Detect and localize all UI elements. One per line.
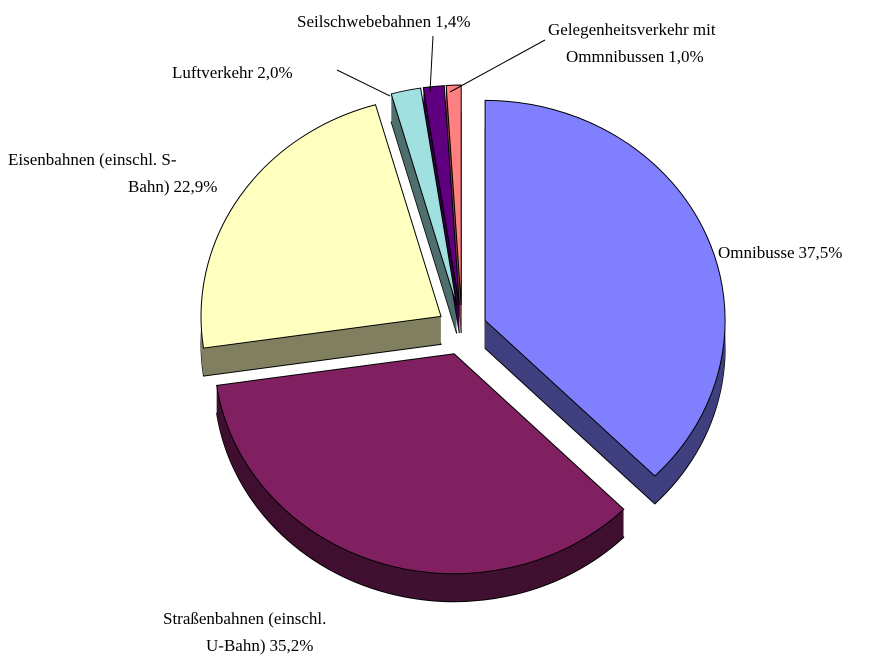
slice-label: Seilschwebebahnen 1,4%: [297, 12, 471, 31]
leader-line: [449, 39, 546, 93]
value-label: 35,2%: [269, 636, 313, 655]
value-label: 22,9%: [174, 177, 218, 196]
category-label: Eisenbahnen (einschl. S- Bahn): [8, 150, 177, 196]
slice-label: Luftverkehr 2,0%: [172, 63, 293, 82]
label-line: Omnibusse: [718, 243, 795, 262]
slice: [484, 99, 726, 477]
category-label: Omnibusse: [718, 243, 795, 262]
label-line: Ommnibussen: [566, 47, 665, 66]
label-line: Seilschwebebahnen: [297, 12, 432, 31]
label-line: U-Bahn): [206, 636, 265, 655]
label-line: Straßenbahnen (einschl.: [163, 609, 326, 628]
category-label: Gelegenheitsverkehr mit Ommnibussen: [548, 20, 716, 66]
category-label: Luftverkehr: [172, 63, 254, 82]
category-label: Straßenbahnen (einschl. U-Bahn): [163, 609, 326, 655]
slice-label: Gelegenheitsverkehr mit Ommnibussen 1,0%: [548, 20, 716, 66]
slice-label: Straßenbahnen (einschl. U-Bahn) 35,2%: [163, 609, 326, 655]
slice: [200, 104, 442, 349]
label-line: Luftverkehr: [172, 63, 254, 82]
slice: [422, 85, 460, 306]
slice: [390, 87, 458, 306]
leader-line: [429, 35, 434, 93]
value-label: 2,0%: [257, 63, 292, 82]
slice-label: Eisenbahnen (einschl. S- Bahn) 22,9%: [8, 150, 217, 196]
leader-line: [336, 69, 391, 97]
value-label: 1,4%: [435, 12, 470, 31]
label-line: Bahn): [128, 177, 170, 196]
value-label: 37,5%: [799, 243, 843, 262]
label-line: Eisenbahnen (einschl. S-: [8, 150, 177, 169]
value-label: 1,0%: [668, 47, 703, 66]
slice: [216, 353, 625, 575]
label-line: Gelegenheitsverkehr mit: [548, 20, 716, 39]
slice: [445, 84, 462, 306]
category-label: Seilschwebebahnen: [297, 12, 432, 31]
slice-label: Omnibusse 37,5%: [718, 243, 842, 262]
